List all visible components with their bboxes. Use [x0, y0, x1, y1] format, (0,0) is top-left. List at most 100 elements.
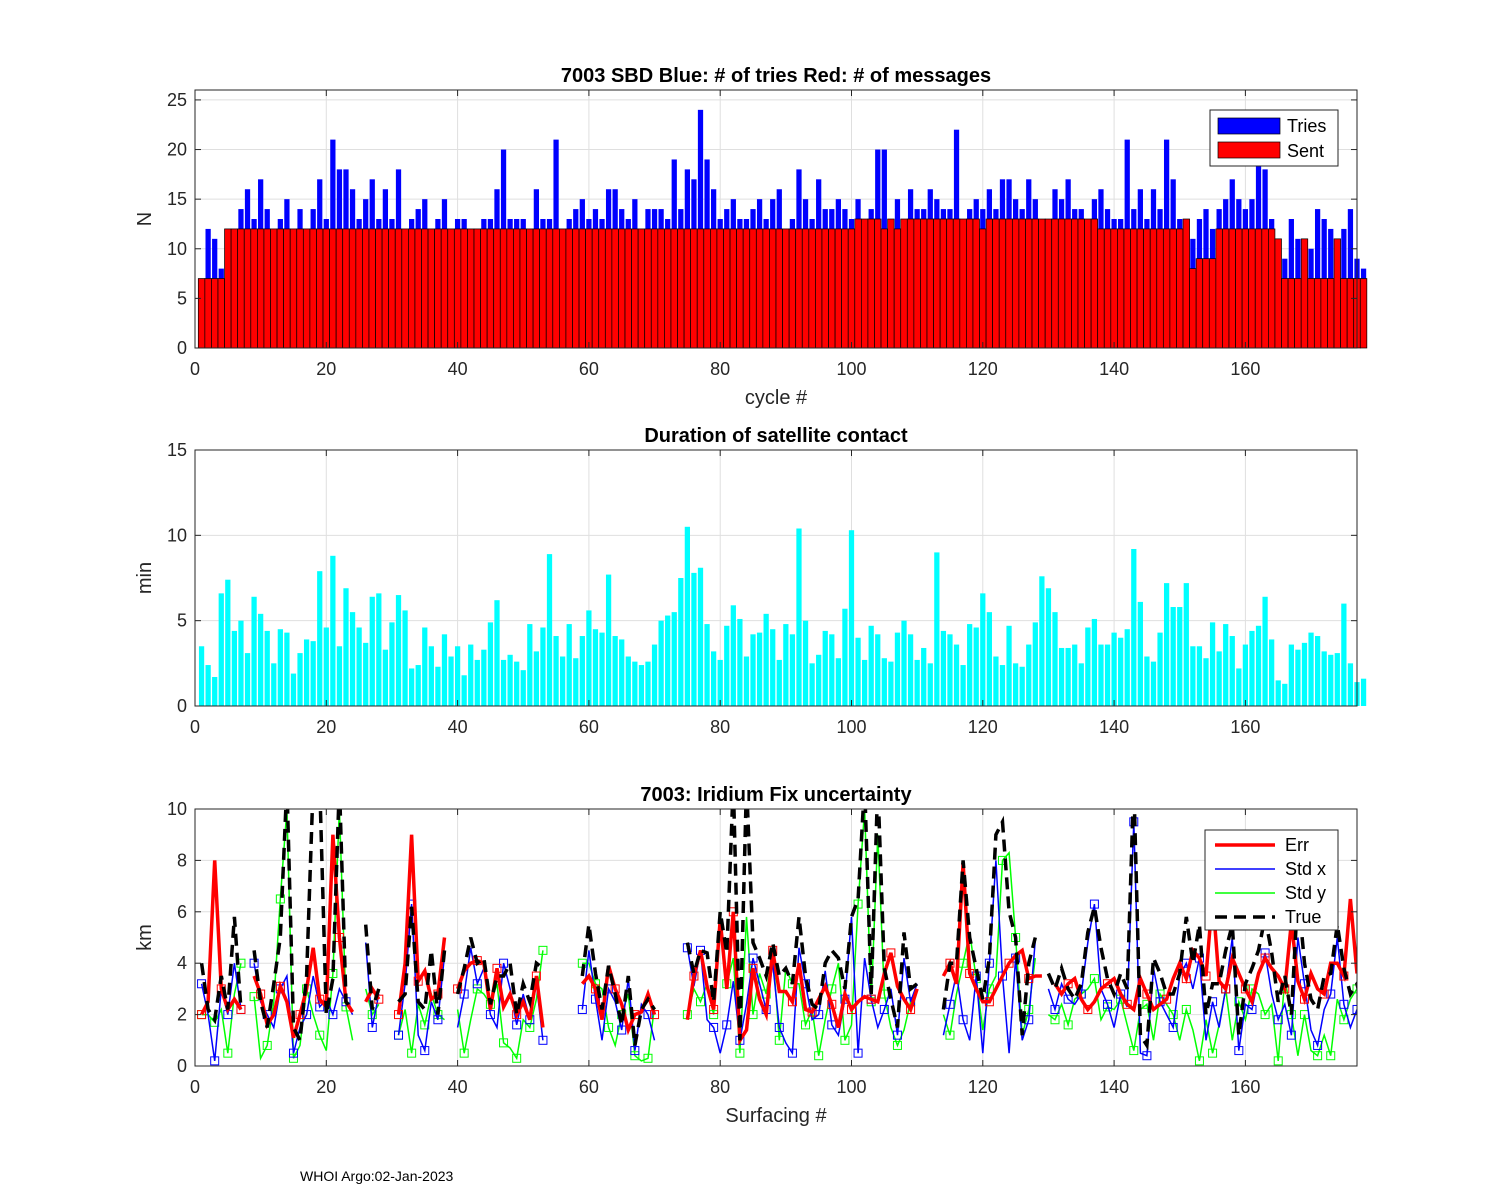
bar-sent — [1320, 278, 1328, 349]
bar-sent — [1268, 228, 1276, 349]
bar-sent — [493, 228, 501, 349]
bar-duration — [1308, 632, 1314, 706]
bar-duration — [481, 649, 487, 706]
bar-sent — [1149, 228, 1158, 349]
bar-sent — [519, 228, 527, 349]
marker-std-x — [643, 1010, 653, 1020]
bar-duration — [638, 665, 645, 706]
x-tick-label: 160 — [1230, 717, 1260, 737]
bar-sent — [808, 228, 816, 349]
marker-std-x — [748, 953, 758, 963]
marker-std-y — [840, 1035, 850, 1045]
bar-duration — [369, 596, 375, 706]
bar-sent — [775, 228, 783, 349]
bar-duration — [527, 624, 533, 706]
x-tick-label: 20 — [316, 717, 336, 737]
y-tick-label: 6 — [177, 902, 187, 922]
marker-err — [315, 994, 325, 1004]
bar-duration — [395, 595, 402, 706]
bar-sent — [1090, 218, 1099, 349]
bar-duration — [1058, 647, 1065, 706]
marker-std-x — [879, 1004, 889, 1014]
bar-duration — [389, 622, 395, 706]
marker-std-y — [407, 1048, 417, 1058]
bar-sent — [716, 228, 724, 349]
bar-duration — [770, 629, 776, 706]
bar-sent — [972, 218, 980, 349]
chart-title: Duration of satellite contact — [644, 425, 908, 447]
bar-sent — [1077, 218, 1085, 349]
bar-sent — [1057, 218, 1066, 349]
bar-duration — [244, 653, 251, 706]
bar-duration — [356, 627, 362, 706]
bar-sent — [539, 228, 547, 349]
bar-duration — [599, 632, 605, 706]
marker-std-y — [1326, 1051, 1336, 1061]
y-tick-label: 20 — [167, 140, 187, 160]
marker-std-x — [1142, 1051, 1152, 1061]
bar-sent — [637, 228, 646, 349]
x-tick-label: 140 — [1099, 1077, 1129, 1097]
marker-std-x — [827, 1020, 837, 1030]
marker-err — [236, 1004, 246, 1014]
bar-sent — [270, 228, 278, 349]
bar-sent — [211, 278, 219, 349]
bar-sent — [559, 228, 567, 349]
bar-duration — [363, 642, 369, 706]
bar-sent — [801, 228, 810, 349]
x-tick-label: 140 — [1099, 717, 1129, 737]
marker-std-x — [1168, 1022, 1178, 1032]
marker-std-x — [892, 1030, 902, 1040]
y-axis-label: min — [134, 562, 156, 594]
marker-err — [1162, 994, 1172, 1004]
marker-std-x — [210, 1056, 220, 1066]
bar-duration — [409, 668, 415, 706]
bar-sent — [447, 228, 455, 349]
bar-sent — [526, 228, 534, 349]
bar-duration — [507, 654, 513, 706]
bar-duration — [953, 644, 960, 706]
bar-sent — [657, 228, 665, 349]
x-tick-label: 140 — [1099, 359, 1129, 379]
legend: Err Std x Std y True — [1204, 829, 1339, 931]
bar-duration — [349, 612, 356, 706]
bar-sent — [1156, 228, 1164, 349]
bar-sent — [296, 228, 304, 349]
bar-duration — [711, 651, 717, 706]
marker-std-y — [853, 899, 863, 909]
bar-duration — [1223, 624, 1229, 706]
bar-duration — [520, 670, 526, 706]
bar-duration — [1177, 607, 1183, 706]
marker-std-y — [1129, 1046, 1139, 1056]
marker-std-y — [499, 1038, 509, 1048]
bar-duration — [238, 620, 244, 706]
bar-duration — [809, 663, 815, 706]
legend-swatch-tries — [1217, 117, 1281, 135]
x-tick-label: 60 — [579, 1077, 599, 1097]
bar-duration — [1170, 607, 1176, 706]
bar-duration — [947, 634, 953, 706]
bar-duration — [1091, 618, 1098, 706]
line-std-y — [201, 809, 1357, 1062]
bar-duration — [546, 554, 553, 706]
bar-sent — [552, 228, 560, 349]
bar-duration — [586, 610, 592, 706]
bar-duration — [231, 630, 238, 706]
bar-duration — [1236, 668, 1242, 706]
bar-sent — [723, 228, 731, 349]
bar-sent — [946, 218, 954, 349]
bar-sent — [1261, 228, 1269, 349]
bar-duration — [1065, 647, 1071, 706]
bar-duration — [960, 665, 966, 706]
marker-std-y — [1313, 1051, 1323, 1061]
x-tick-label: 100 — [836, 359, 866, 379]
marker-err — [965, 968, 975, 978]
marker-std-y — [801, 1020, 811, 1030]
bar-sent — [250, 228, 258, 349]
bar-duration — [927, 663, 933, 706]
marker-std-y — [1168, 1010, 1178, 1020]
bar-duration — [1295, 649, 1301, 706]
bar-duration — [940, 630, 947, 706]
bar-sent — [611, 228, 619, 349]
